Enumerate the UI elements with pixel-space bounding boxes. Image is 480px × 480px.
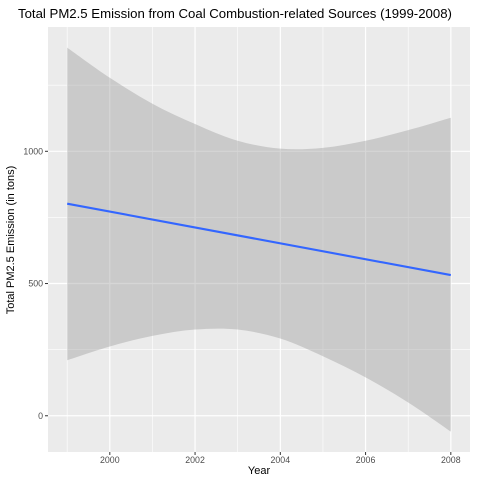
y-tick-label: 500 (28, 279, 43, 289)
y-axis-label: Total PM2.5 Emission (in tons) (5, 166, 17, 315)
grid-minor (48, 27, 470, 452)
x-tick-label: 2000 (100, 455, 120, 465)
chart-title: Total PM2.5 Emission from Coal Combustio… (18, 6, 452, 21)
grid-major (48, 27, 470, 452)
y-tick-label: 0 (38, 411, 43, 421)
x-tick-label: 2008 (441, 455, 461, 465)
line-layer (66, 202, 452, 277)
x-axis-label: Year (248, 465, 271, 477)
x-tick-label: 2004 (271, 455, 291, 465)
y-axis: 0 500 1000 (23, 146, 48, 421)
x-tick-label: 2006 (356, 455, 376, 465)
trend-line (66, 202, 452, 277)
y-tick-label: 1000 (23, 146, 43, 156)
x-axis: 2000 2002 2004 2006 2008 (100, 452, 461, 465)
x-tick-label: 2002 (185, 455, 205, 465)
